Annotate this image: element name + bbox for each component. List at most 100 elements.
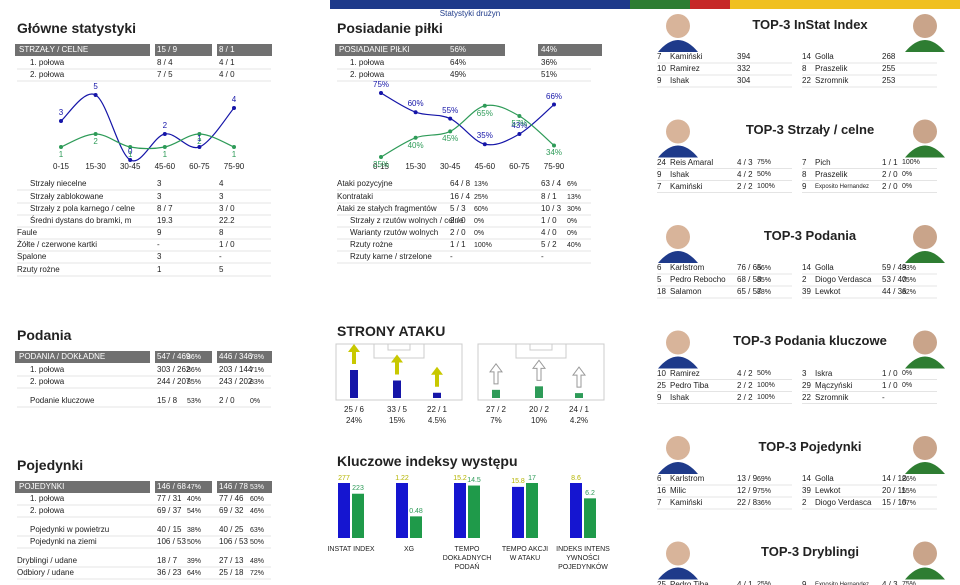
label: 48% (250, 557, 265, 565)
banner-decor (690, 0, 730, 9)
label: 39 (802, 287, 811, 296)
label: Diogo Verdasca (815, 498, 872, 507)
label: 86% (902, 475, 917, 483)
label: 1 / 0 (219, 240, 235, 249)
player-photo (913, 14, 937, 38)
data-label: 14.5 (467, 477, 481, 485)
player-photo (666, 541, 690, 566)
label: 2 / 0 (882, 169, 898, 179)
table-header-bg (538, 44, 602, 56)
row-label: 2. połowa (30, 70, 65, 79)
label: 253 (882, 76, 896, 85)
section-title: Posiadanie piłki (337, 20, 443, 36)
section-title: Główne statystyki (17, 20, 137, 36)
label: 9 (157, 228, 162, 237)
x-tick-label: 60-75 (189, 162, 210, 171)
label: 72% (250, 569, 265, 577)
block-title: TOP-3 Podania (763, 227, 857, 243)
data-label: 60% (407, 99, 424, 109)
label: 0% (474, 217, 485, 225)
label: 25% (474, 193, 489, 201)
point (197, 145, 202, 149)
data-label: 10% (530, 416, 548, 425)
count-label: 22 / 1 (426, 405, 448, 414)
label: 4 / 0 (541, 228, 557, 237)
table-header-bg (448, 44, 505, 56)
label: 22.2 (219, 216, 235, 225)
label: 40 / 15 (157, 525, 182, 534)
x-tick-label: TEMPO AKCJI W ATAKU (501, 545, 549, 562)
label: 76 / 65 (737, 263, 762, 272)
label: 60% (250, 495, 265, 503)
data-label: 2 (197, 137, 202, 146)
label: Diogo Verdasca (815, 275, 872, 284)
data-label: 65% (476, 108, 493, 118)
label: 6% (567, 180, 578, 188)
block-title: TOP-3 Dryblingi (761, 544, 859, 559)
table-header-bg (15, 44, 150, 56)
label: 146 / 68 (157, 482, 186, 491)
label: Lewkot (815, 486, 841, 495)
row-label: Rzuty rożne (17, 265, 60, 274)
data-label: 45% (442, 134, 459, 144)
point (128, 145, 133, 149)
label: 5 (219, 265, 224, 274)
label: Szromnik (815, 76, 849, 85)
label: Salamon (670, 287, 702, 296)
data-label: 277 (338, 474, 350, 482)
label: 8 / 4 (157, 58, 173, 67)
label: 75% (757, 159, 772, 166)
player-photo (666, 330, 690, 355)
bar (512, 486, 524, 538)
table-header-bg (155, 44, 212, 56)
data-label: 15.8 (511, 478, 525, 486)
data-label: 2 (162, 121, 168, 130)
bar (338, 483, 350, 538)
row-label: 1. połowa (30, 58, 65, 67)
point (482, 103, 487, 108)
label: 75% (902, 276, 917, 284)
label: 69% (757, 475, 772, 483)
bar (410, 516, 422, 538)
label: 75% (757, 487, 772, 495)
label: 78% (250, 353, 265, 361)
player-photo (658, 356, 698, 369)
label: 8 / 1 (541, 192, 557, 201)
label: 88% (757, 288, 772, 296)
label: 0% (902, 370, 913, 377)
pitch-box (373, 343, 425, 359)
bar (352, 493, 364, 538)
data-label: 57% (511, 119, 528, 129)
label: 0% (567, 229, 578, 237)
row-label: Strzały z rzutów wolnych / celne (350, 216, 464, 225)
label: 82% (902, 288, 917, 296)
label: 53 / 40 (882, 275, 907, 284)
data-label: 4 (231, 95, 237, 104)
player-photo (666, 119, 690, 144)
label: 38% (187, 526, 202, 534)
bar (575, 393, 583, 398)
arrow (489, 362, 503, 385)
block-title: TOP-3 InStat Index (752, 16, 868, 32)
data-label: 1 (197, 134, 202, 143)
data-label: 75% (372, 80, 390, 89)
player-photo (913, 119, 937, 144)
row-label: Rzuty rożne (350, 240, 393, 249)
label: 36 / 23 (157, 568, 182, 577)
label: 47% (187, 483, 202, 491)
label: 7 (657, 181, 662, 191)
label: 50% (187, 538, 202, 546)
label: 44% (541, 45, 558, 54)
label: Praszelik (815, 169, 848, 179)
bar (350, 370, 358, 398)
player-photo (913, 541, 937, 566)
label: Kamiński (670, 181, 703, 191)
label: Ishak (670, 392, 690, 402)
count-label: 27 / 2 (485, 405, 507, 414)
data-label: 55% (442, 105, 459, 115)
label: 53% (250, 483, 265, 491)
point (59, 145, 63, 149)
table-header-bg (217, 481, 272, 493)
label: 9 (802, 579, 807, 585)
x-tick-label: INDEKS INTENS YWNOŚCI POJEDYNKÓW (556, 545, 610, 571)
